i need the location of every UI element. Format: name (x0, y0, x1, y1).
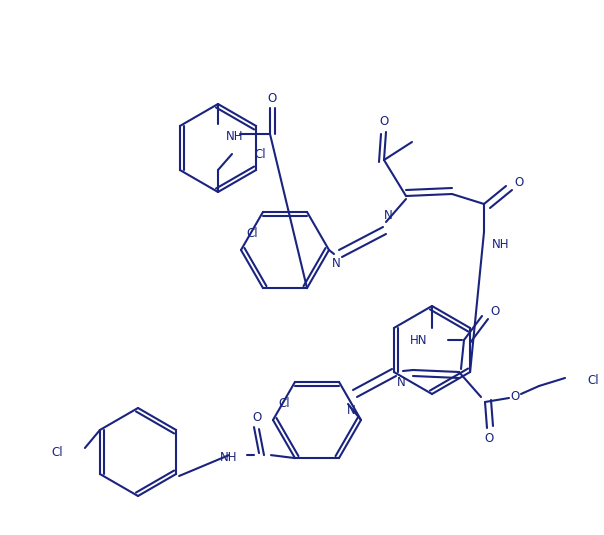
Text: O: O (484, 432, 493, 445)
Text: Cl: Cl (587, 373, 599, 386)
Text: N: N (384, 209, 393, 221)
Text: O: O (510, 389, 519, 402)
Text: Cl: Cl (278, 397, 290, 410)
Text: N: N (347, 403, 355, 417)
Text: O: O (379, 114, 388, 127)
Text: O: O (514, 175, 523, 188)
Text: Cl: Cl (254, 148, 266, 160)
Text: NH: NH (226, 129, 243, 142)
Text: NH: NH (492, 238, 510, 250)
Text: NH: NH (219, 450, 237, 464)
Text: Cl: Cl (246, 227, 258, 240)
Text: HN: HN (410, 333, 427, 347)
Text: Cl: Cl (51, 447, 63, 460)
Text: N: N (332, 256, 341, 270)
Text: N: N (397, 376, 405, 388)
Text: O: O (490, 304, 500, 317)
Text: O: O (268, 91, 277, 104)
Text: O: O (252, 410, 262, 424)
